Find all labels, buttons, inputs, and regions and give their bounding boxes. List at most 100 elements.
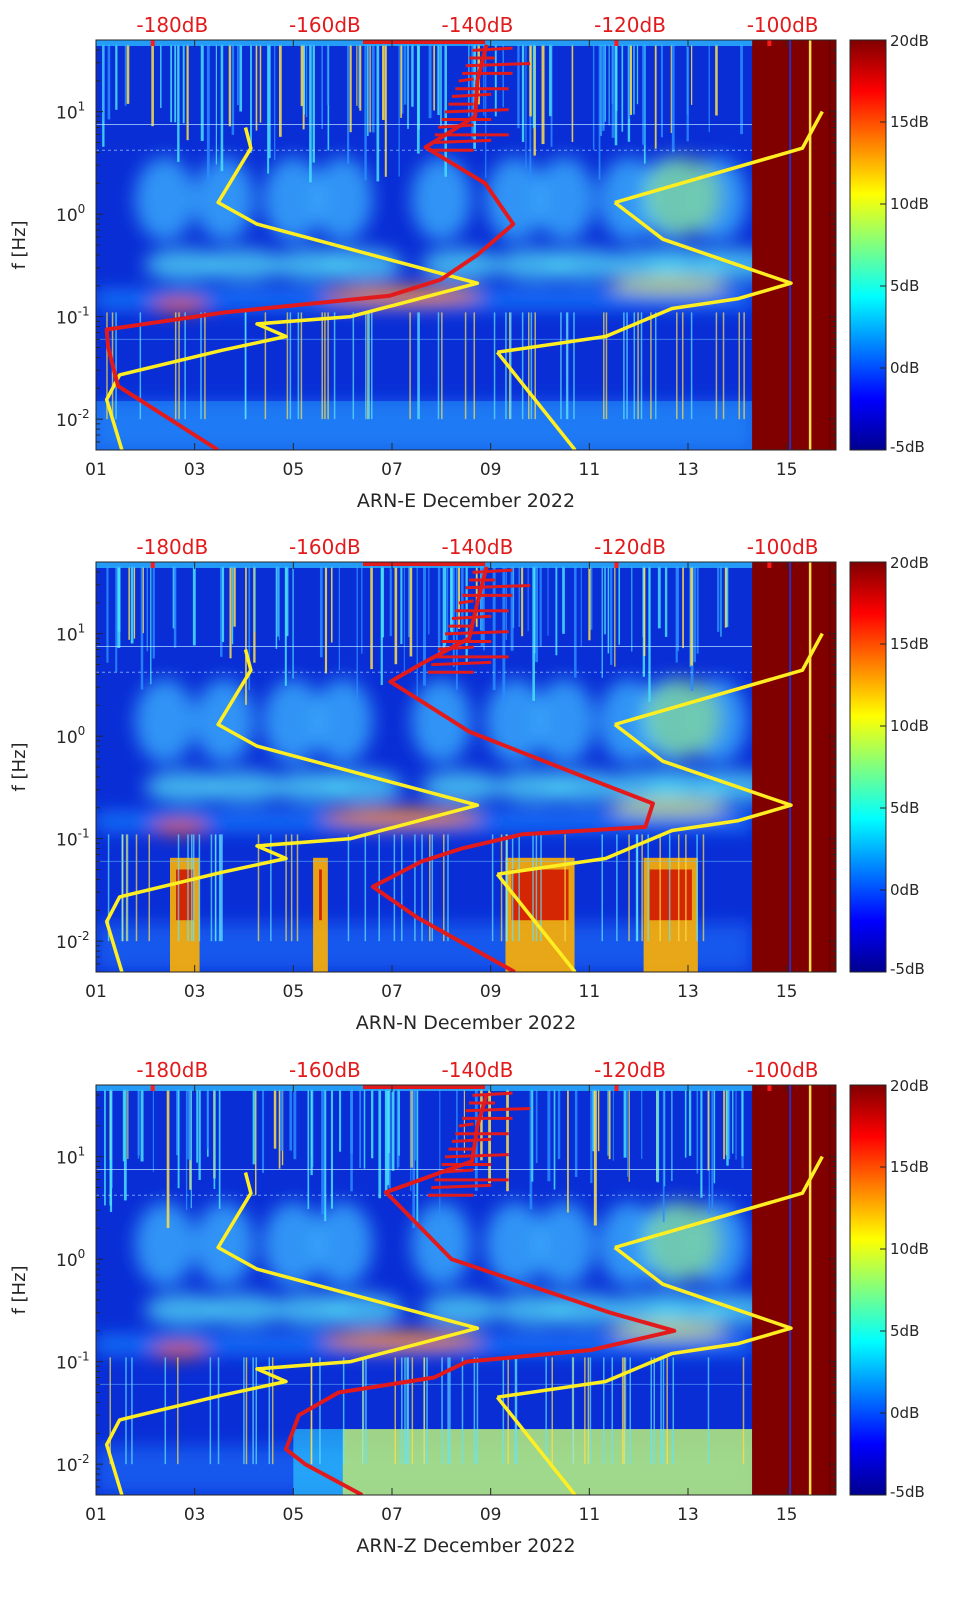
top-db-label: -180dB [136, 1058, 208, 1082]
top-db-label: -100dB [747, 13, 819, 37]
x-tick-label: 03 [184, 460, 206, 480]
colorbar: 20dB 15dB 10dB 5dB 0dB -5dB [849, 32, 929, 456]
top-db-axis: -180dB -160dB -140dB -120dB -100dB [136, 1058, 818, 1082]
x-tick-label: 05 [283, 1505, 305, 1525]
x-tick-label: 15 [776, 460, 798, 480]
spectrogram [96, 1085, 836, 1495]
top-db-label: -160dB [289, 13, 361, 37]
top-db-label: -160dB [289, 1058, 361, 1082]
y-tick-label: 100 [56, 202, 85, 226]
colorbar-label: 20dB [890, 554, 929, 572]
colorbar-label: -5dB [890, 960, 925, 978]
colorbar: 20dB 15dB 10dB 5dB 0dB -5dB [849, 1077, 929, 1501]
low-frequency-bands [170, 857, 698, 972]
transient-streaks [96, 1089, 753, 1465]
colorbar-label: 20dB [890, 32, 929, 50]
x-tick-label: 01 [85, 460, 107, 480]
transient-streaks [96, 566, 753, 942]
y-tick-label: 100 [56, 724, 85, 748]
noise-curves [104, 40, 824, 450]
x-tick-label: 09 [480, 982, 502, 1002]
low-noise-model-upper [614, 632, 824, 727]
colorbar-label: 5dB [890, 1322, 919, 1340]
y-tick-label: 101 [56, 100, 85, 124]
top-db-label: -120dB [594, 13, 666, 37]
x-tick-label: 07 [381, 460, 403, 480]
no-data-region [752, 40, 836, 450]
low-noise-model-upper [614, 1155, 824, 1250]
low-noise-model-curve [497, 1246, 793, 1399]
colorbar-label: 0dB [890, 359, 919, 377]
x-tick-label: 13 [677, 1505, 699, 1525]
top-db-label: -120dB [594, 535, 666, 559]
y-axis: 10-2 10-1 100 101 f [Hz] [9, 39, 836, 451]
top-db-label: -180dB [136, 535, 208, 559]
colorbar-label: 15dB [890, 1158, 929, 1176]
top-db-axis: -180dB -160dB -140dB -120dB -100dB [136, 535, 818, 559]
x-axis: 01 03 05 07 09 11 13 15 ARN-E December 2022 [85, 40, 797, 512]
x-axis: 01 03 05 07 09 11 13 15 ARN-Z December 2022 [85, 1085, 797, 1557]
y-tick-label: 10-2 [56, 1452, 90, 1476]
top-db-label: -160dB [289, 535, 361, 559]
colorbar-label: 5dB [890, 277, 919, 295]
x-tick-label: 03 [184, 1505, 206, 1525]
colorbar-label: -5dB [890, 1483, 925, 1501]
x-tick-label: 05 [283, 460, 305, 480]
top-db-label: -180dB [136, 13, 208, 37]
high-noise-model-curve [104, 1172, 480, 1495]
x-tick-label: 13 [677, 982, 699, 1002]
x-tick-label: 03 [184, 982, 206, 1002]
x-tick-label: 11 [579, 460, 601, 480]
colorbar-label: 0dB [890, 1404, 919, 1422]
x-tick-label: 11 [579, 982, 601, 1002]
low-noise-model-curve [497, 723, 793, 876]
y-tick-label: 10-1 [56, 827, 90, 851]
colorbar-gradient [849, 39, 887, 451]
colorbar: 20dB 15dB 10dB 5dB 0dB -5dB [849, 554, 929, 978]
colorbar-label: -5dB [890, 438, 925, 456]
y-tick-label: 10-1 [56, 1350, 90, 1374]
y-axis-label: f [Hz] [9, 1265, 30, 1314]
low-noise-model-curve [497, 201, 793, 354]
colorbar-gradient [849, 561, 887, 973]
y-tick-label: 101 [56, 1145, 85, 1169]
x-tick-label: 15 [776, 982, 798, 1002]
y-tick-label: 10-1 [56, 305, 90, 329]
y-axis: 10-2 10-1 100 101 f [Hz] [9, 561, 836, 973]
colorbar-label: 15dB [890, 113, 929, 131]
psd-spike-fan [363, 562, 531, 674]
x-tick-label: 09 [480, 1505, 502, 1525]
top-db-label: -100dB [747, 535, 819, 559]
spectrogram [96, 40, 836, 450]
y-axis-label: f [Hz] [9, 220, 30, 269]
low-frequency-bands [96, 401, 753, 450]
x-tick-label: 07 [381, 1505, 403, 1525]
y-tick-label: 10-2 [56, 407, 90, 431]
spectrogram [96, 562, 836, 972]
median-psd-curve [104, 44, 516, 450]
y-tick-label: 100 [56, 1247, 85, 1271]
top-db-label: -140dB [442, 535, 514, 559]
x-tick-label: 05 [283, 982, 305, 1002]
colorbar-label: 20dB [890, 1077, 929, 1095]
colorbar-label: 10dB [890, 717, 929, 735]
x-tick-label: 09 [480, 460, 502, 480]
x-axis: 01 03 05 07 09 11 13 15 ARN-N December 2022 [85, 562, 797, 1034]
x-tick-label: 01 [85, 1505, 107, 1525]
low-noise-model-upper [614, 110, 824, 205]
no-data-region [752, 1085, 836, 1495]
no-data-region [752, 562, 836, 972]
noise-curves [104, 1085, 824, 1495]
high-noise-model-curve [104, 649, 480, 972]
colorbar-label: 10dB [890, 1240, 929, 1258]
psd-spike-fan [363, 1085, 531, 1197]
x-axis-label: ARN-E December 2022 [357, 490, 575, 512]
x-tick-label: 13 [677, 460, 699, 480]
psd-spike-fan [363, 40, 531, 152]
x-tick-label: 07 [381, 982, 403, 1002]
colorbar-label: 15dB [890, 635, 929, 653]
